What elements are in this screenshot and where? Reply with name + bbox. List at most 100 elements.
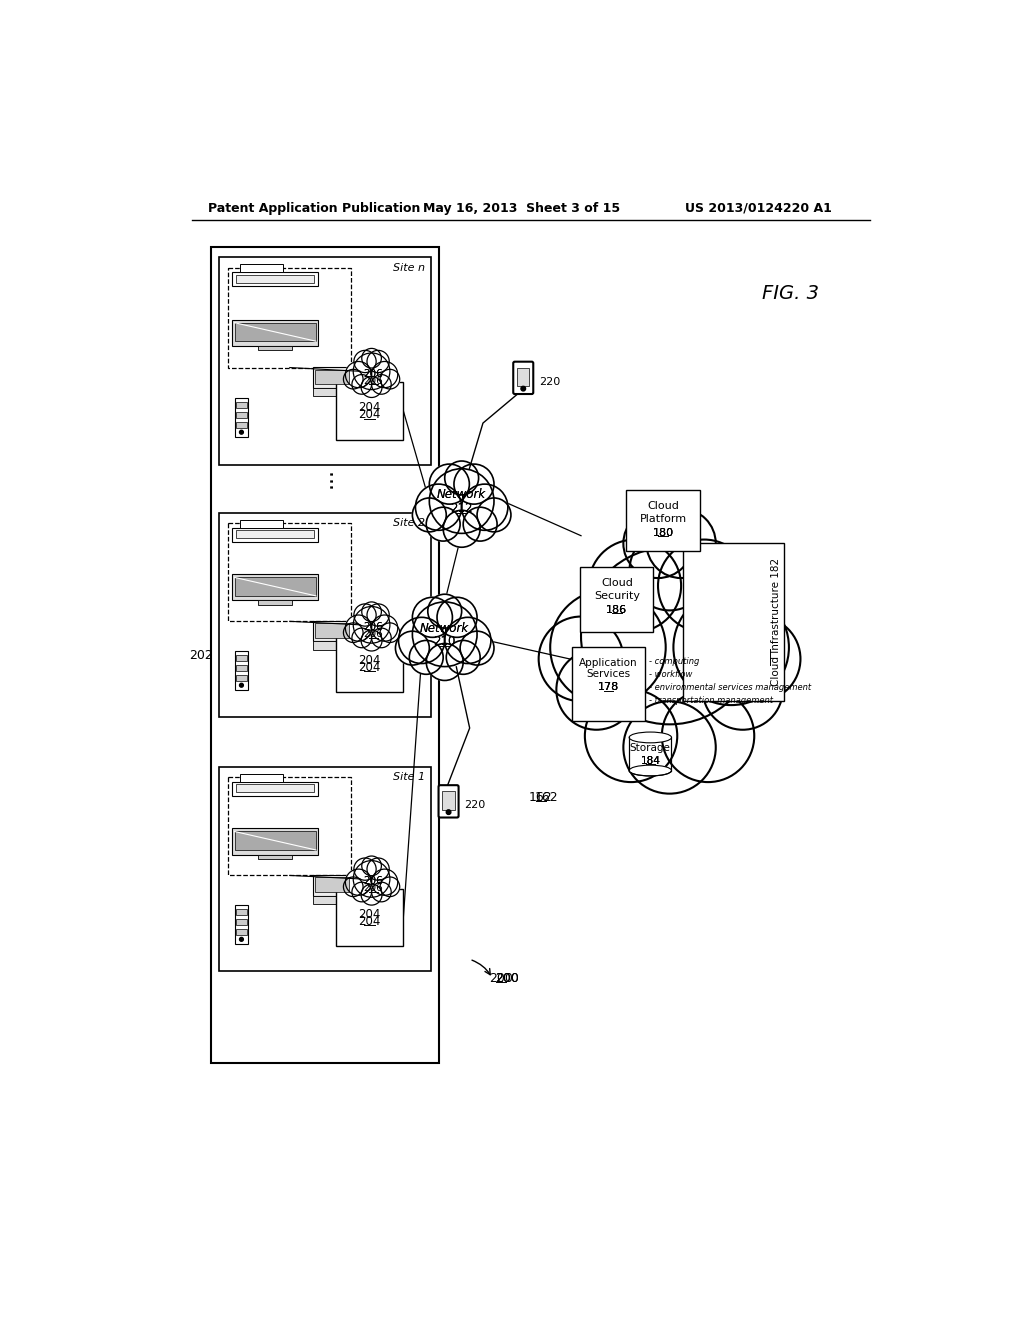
Circle shape [410,640,443,675]
Text: Network: Network [420,622,469,635]
Bar [237,403,247,408]
Circle shape [343,370,364,389]
Circle shape [624,701,716,793]
Circle shape [372,615,397,642]
Circle shape [380,370,399,389]
Circle shape [444,618,490,664]
Bar [232,319,318,346]
Circle shape [463,507,497,541]
Text: Site n: Site n [392,263,425,273]
Bar [237,422,247,429]
Text: 206: 206 [364,368,383,379]
Bar [237,784,314,792]
Bar [219,767,431,970]
Circle shape [446,640,480,675]
Bar [240,264,283,272]
Circle shape [446,809,451,814]
Circle shape [367,350,389,372]
Circle shape [624,508,692,578]
Circle shape [429,465,469,504]
Circle shape [454,465,494,504]
Text: Network: Network [437,488,486,502]
Text: 212: 212 [451,502,473,515]
Text: 184: 184 [640,755,660,766]
Bar [312,875,351,895]
Text: Cloud Infrastructure 182: Cloud Infrastructure 182 [771,558,781,686]
Text: Network: Network [420,622,469,635]
Circle shape [477,498,511,532]
Text: 186: 186 [606,605,628,615]
Ellipse shape [629,733,672,743]
Bar [683,544,783,701]
Ellipse shape [352,376,359,388]
Text: 200: 200 [495,972,518,985]
Text: 186: 186 [606,605,628,615]
Circle shape [372,628,391,648]
Bar [237,909,247,916]
Bar [237,929,247,936]
Text: 162: 162 [529,791,553,804]
Bar [315,878,349,892]
Text: 186: 186 [606,605,628,615]
Circle shape [556,649,637,730]
Circle shape [367,603,389,626]
Bar [234,322,315,341]
Text: 204: 204 [358,653,381,667]
Bar [240,774,283,781]
Circle shape [343,623,364,643]
Bar [219,512,431,717]
Bar [258,346,293,350]
Text: 200: 200 [495,972,518,985]
Text: 206: 206 [364,876,383,886]
Circle shape [429,469,494,533]
Bar [237,676,247,681]
Text: 220: 220 [464,800,485,810]
Circle shape [352,628,372,648]
Ellipse shape [352,630,359,642]
Text: 204: 204 [358,908,381,921]
Circle shape [361,884,382,906]
Bar [219,257,431,465]
Text: 212: 212 [451,502,473,515]
Text: Site 2: Site 2 [392,519,425,528]
Bar [312,642,351,649]
Circle shape [240,430,244,434]
Text: - environmental services management: - environmental services management [649,682,811,692]
Circle shape [658,540,751,632]
Circle shape [589,540,681,632]
Text: - transportation management: - transportation management [649,696,773,705]
Circle shape [662,689,755,781]
Circle shape [361,602,381,622]
Circle shape [444,461,478,495]
Text: 184: 184 [640,755,660,766]
Text: - workflow: - workflow [649,669,692,678]
Circle shape [702,649,782,730]
Bar [232,829,318,854]
Text: Storage: Storage [630,743,671,754]
Text: 200: 200 [489,972,513,985]
Bar [312,895,351,904]
Bar [258,854,293,859]
Circle shape [428,594,462,628]
Circle shape [413,498,446,532]
Bar [315,370,349,384]
Text: FIG. 3: FIG. 3 [762,284,819,302]
Bar [234,651,249,690]
Bar [517,368,529,387]
Circle shape [716,616,801,701]
Text: 180: 180 [652,528,674,537]
Circle shape [345,362,372,388]
Circle shape [367,858,389,880]
Circle shape [585,689,677,781]
Ellipse shape [352,884,359,895]
Circle shape [426,507,460,541]
Circle shape [354,858,376,880]
Circle shape [240,684,244,688]
Text: Platform: Platform [639,513,686,524]
FancyBboxPatch shape [513,362,534,395]
Bar [234,906,249,944]
Text: 206: 206 [364,876,383,886]
Text: 206: 206 [364,883,383,894]
Circle shape [413,597,453,638]
Text: 220: 220 [539,376,560,387]
